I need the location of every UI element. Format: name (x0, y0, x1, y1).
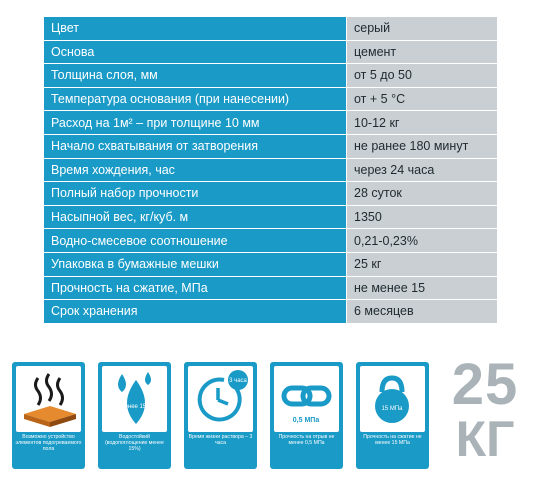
feature-icons: Возможно устройство элементов подогревае… (12, 362, 432, 472)
spec-row: Водно-смесевое соотношение 0,21-0,23% (44, 228, 497, 253)
spec-table: Цвет серый Основа цемент Толщина слоя, мм от … (44, 17, 497, 324)
spec-label: Прочность на сжатие, МПа (44, 276, 347, 301)
package-weight: 25 КГ (440, 352, 530, 467)
spec-label: Начало схватывания от затворения (44, 134, 347, 159)
spec-row: Цвет серый (44, 17, 497, 41)
spec-row: Время хождения, час через 24 часа (44, 158, 497, 183)
spec-label: Время хождения, час (44, 158, 347, 183)
spec-value: 6 месяцев (346, 299, 497, 324)
spec-row: Прочность на сжатие, МПа не менее 15 (44, 276, 497, 301)
spec-row: Расход на 1м² – при толщине 10 мм 10-12 к… (44, 110, 497, 135)
feature-caption: Время жизни раствора – 3 часа (188, 434, 253, 446)
water-inner-text: менее 15% (120, 404, 152, 410)
spec-value: цемент (346, 40, 497, 65)
feature-caption: Водостойкий (водопоглощение менее 15%) (105, 434, 164, 452)
spec-label: Срок хранения (44, 299, 347, 324)
feature-card-water: менее 15% Водостойкий (водопоглощение ме… (98, 362, 171, 469)
chain-inner-text: 0,5 МПа (293, 417, 320, 424)
spec-value: от 5 до 50 (346, 63, 497, 88)
weight-number: 25 (451, 352, 519, 417)
spec-row: Насыпной вес, кг/куб. м 1350 (44, 205, 497, 230)
spec-value: 10-12 кг (346, 110, 497, 135)
clock-inner-text: 3 часа (229, 378, 247, 384)
spec-label: Цвет (44, 17, 347, 41)
spec-value: 0,21-0,23% (346, 228, 497, 253)
spec-row: Толщина слоя, мм от 5 до 50 (44, 63, 497, 88)
kettlebell-inner-text: 15 МПа (382, 406, 404, 412)
spec-value: через 24 часа (346, 158, 497, 183)
spec-label: Температура основания (при нанесении) (44, 87, 347, 112)
spec-value: не менее 15 (346, 276, 497, 301)
spec-value: не ранее 180 минут (346, 134, 497, 159)
spec-value: от + 5 °C (346, 87, 497, 112)
spec-row: Температура основания (при нанесении) от … (44, 87, 497, 112)
water-drops-icon: менее 15% (118, 372, 152, 424)
heated-floor-icon (24, 373, 76, 427)
feature-caption: Прочность на сжатие не менее 15 МПа (363, 434, 422, 446)
spec-label: Упаковка в бумажные мешки (44, 252, 347, 277)
weight-unit: КГ (455, 411, 515, 467)
chain-link-icon: 0,5 МПа (281, 385, 332, 424)
spec-value: 25 кг (346, 252, 497, 277)
feature-card-kettlebell: 15 МПа Прочность на сжатие не менее 15 М… (356, 362, 429, 469)
clock-icon: 3 часа (197, 370, 248, 422)
spec-row: Начало схватывания от затворения не ранее… (44, 134, 497, 159)
feature-card-clock: 3 часа Время жизни раствора – 3 часа (184, 362, 257, 469)
spec-label: Насыпной вес, кг/куб. м (44, 205, 347, 230)
spec-value: серый (346, 17, 497, 41)
spec-value: 28 суток (346, 181, 497, 206)
spec-label: Водно-смесевое соотношение (44, 228, 347, 253)
feature-card-chain: 0,5 МПа Прочность на отрыв не менее 0,5 … (270, 362, 343, 469)
feature-caption: Прочность на отрыв не менее 0,5 МПа (278, 434, 335, 446)
spec-row: Срок хранения 6 месяцев (44, 299, 497, 324)
spec-label: Основа (44, 40, 347, 65)
spec-label: Полный набор прочности (44, 181, 347, 206)
spec-value: 1350 (346, 205, 497, 230)
spec-row: Основа цемент (44, 40, 497, 65)
feature-card-heated-floor: Возможно устройство элементов подогревае… (12, 362, 85, 469)
spec-label: Расход на 1м² – при толщине 10 мм (44, 110, 347, 135)
spec-label: Толщина слоя, мм (44, 63, 347, 88)
spec-row: Упаковка в бумажные мешки 25 кг (44, 252, 497, 277)
feature-caption: Возможно устройство элементов подогревае… (15, 434, 82, 452)
spec-row: Полный набор прочности 28 суток (44, 181, 497, 206)
kettlebell-icon: 15 МПа (375, 375, 409, 423)
